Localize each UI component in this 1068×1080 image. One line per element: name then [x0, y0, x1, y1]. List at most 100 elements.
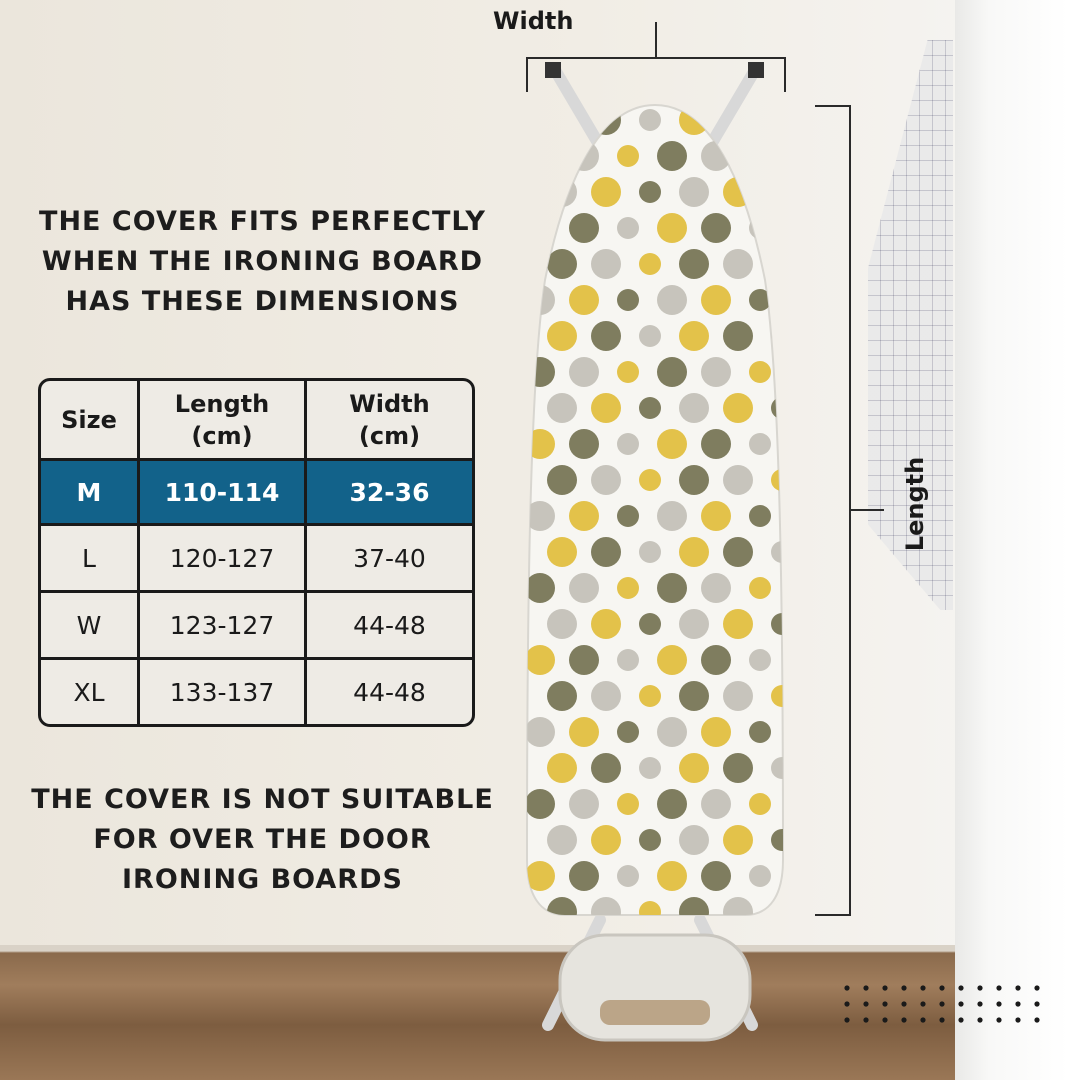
pattern-dot: [749, 289, 771, 311]
cell-width: 32-36: [307, 461, 472, 526]
pattern-dot: [701, 429, 731, 459]
pattern-dot: [679, 465, 709, 495]
pattern-dot: [569, 789, 599, 819]
white-shelf: [955, 0, 1068, 1080]
pattern-dot: [639, 397, 661, 419]
pattern-dot: [657, 357, 687, 387]
width-label: Width: [493, 7, 574, 35]
table-row-highlighted: M 110-114 32-36: [41, 461, 472, 526]
grid-dot: [977, 985, 983, 991]
pattern-dot: [701, 285, 731, 315]
pattern-dot: [723, 321, 753, 351]
header-length: Length (cm): [140, 381, 307, 461]
grid-dot: [844, 1001, 850, 1007]
cell-length: 120-127: [140, 526, 307, 593]
size-table: Size Length (cm) Width (cm) M 110-114 32-3…: [38, 378, 475, 727]
pattern-dot: [547, 321, 577, 351]
grid-dot: [1015, 1017, 1021, 1023]
grid-dot: [996, 1001, 1002, 1007]
pattern-dot: [723, 753, 753, 783]
pattern-dot: [657, 501, 687, 531]
pattern-dot: [527, 789, 555, 819]
pattern-dot: [527, 645, 555, 675]
heading-line: WHEN THE IRONING BOARD: [41, 246, 484, 277]
pattern-dot: [617, 793, 639, 815]
pattern-dot: [569, 357, 599, 387]
table-row: XL 133-137 44-48: [41, 660, 472, 724]
pattern-dot: [591, 681, 621, 711]
pattern-dot: [639, 757, 661, 779]
decorative-dot-grid: [844, 985, 1040, 1023]
pattern-dot: [771, 901, 783, 915]
pattern-dot: [723, 825, 753, 855]
pattern-dot: [679, 393, 709, 423]
pattern-dot: [723, 537, 753, 567]
pattern-dot: [569, 213, 599, 243]
grid-dot: [939, 1001, 945, 1007]
table-row: L 120-127 37-40: [41, 526, 472, 593]
pattern-dot: [723, 465, 753, 495]
cell-width: 37-40: [307, 526, 472, 593]
grid-dot: [882, 1001, 888, 1007]
pattern-dot: [527, 861, 555, 891]
grid-dot: [1034, 1001, 1040, 1007]
pattern-dot: [749, 145, 771, 167]
pattern-dot: [723, 609, 753, 639]
pattern-dot: [569, 141, 599, 171]
pattern-dot: [639, 613, 661, 635]
pattern-dot: [591, 465, 621, 495]
width-dimension-line: [526, 22, 786, 92]
pattern-dot: [547, 537, 577, 567]
pattern-dot: [547, 609, 577, 639]
pattern-dot: [701, 645, 731, 675]
grid-dot: [920, 985, 926, 991]
pattern-dot: [547, 393, 577, 423]
wooden-floor: [0, 945, 960, 1080]
pattern-dot: [749, 433, 771, 455]
pattern-dot: [679, 321, 709, 351]
pattern-dot: [617, 865, 639, 887]
pattern-dot: [723, 897, 753, 915]
pattern-dot: [771, 469, 783, 491]
pattern-dot: [617, 649, 639, 671]
header-size: Size: [41, 381, 140, 461]
pattern-dot: [749, 721, 771, 743]
pattern-dot: [679, 825, 709, 855]
pattern-dot: [679, 609, 709, 639]
pattern-dot: [749, 577, 771, 599]
note-line: IRONING BOARDS: [122, 864, 403, 895]
pattern-dot: [527, 285, 555, 315]
pattern-dot: [701, 501, 731, 531]
grid-dot: [939, 985, 945, 991]
dot-pattern: [527, 105, 783, 915]
grid-dot: [996, 985, 1002, 991]
pattern-dot: [679, 681, 709, 711]
table-row: W 123-127 44-48: [41, 593, 472, 660]
pattern-dot: [701, 141, 731, 171]
pattern-dot: [749, 865, 771, 887]
cell-size: M: [41, 461, 140, 526]
pattern-dot: [723, 249, 753, 279]
pattern-dot: [639, 469, 661, 491]
note-line: THE COVER IS NOT SUITABLE: [31, 784, 494, 815]
pattern-dot: [679, 177, 709, 207]
pattern-dot: [749, 793, 771, 815]
pattern-dot: [569, 717, 599, 747]
grid-dot: [1015, 985, 1021, 991]
grid-dot: [1034, 1017, 1040, 1023]
pattern-dot: [723, 681, 753, 711]
grid-dot: [901, 1017, 907, 1023]
pattern-dot: [657, 285, 687, 315]
grid-dot: [920, 1017, 926, 1023]
pattern-dot: [617, 577, 639, 599]
pattern-dot: [701, 861, 731, 891]
pattern-dot: [771, 253, 783, 275]
pattern-dot: [591, 393, 621, 423]
grid-dot: [958, 985, 964, 991]
pattern-dot: [547, 897, 577, 915]
pattern-dot: [657, 141, 687, 171]
pattern-dot: [657, 861, 687, 891]
pattern-dot: [749, 505, 771, 527]
pattern-dot: [679, 753, 709, 783]
